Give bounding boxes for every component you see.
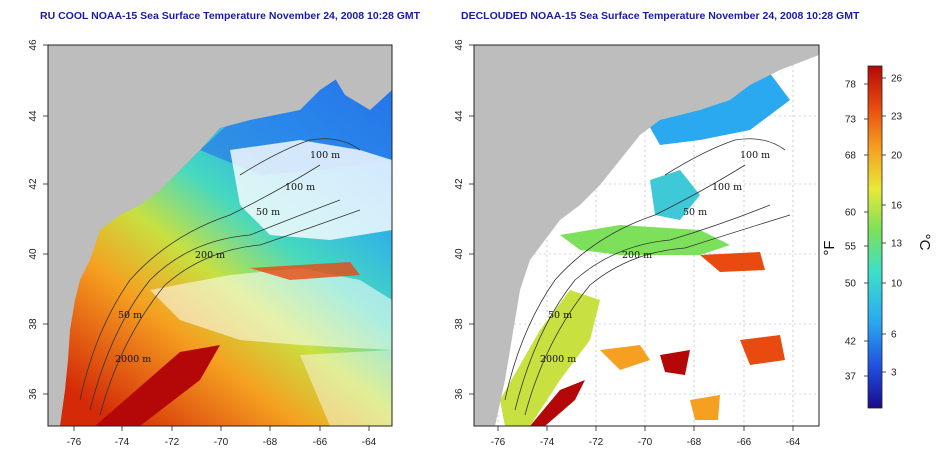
lat-tick-label: 40: [454, 248, 465, 260]
lon-tick-label: -66: [313, 437, 328, 448]
left-land-mass: [48, 45, 392, 426]
fahrenheit-tick-label: 50: [845, 279, 857, 290]
lon-tick-label: -66: [737, 437, 752, 448]
lon-tick-label: -76: [491, 437, 506, 448]
lat-tick-label: 46: [454, 39, 465, 51]
right-contour-label: 2000 m: [540, 354, 576, 365]
left-map-frame: [47, 44, 393, 427]
celsius-tick-label: 3: [891, 368, 897, 379]
lat-tick-label: 42: [28, 178, 39, 190]
right-map-panel: 100 m 100 m 50 m 200 m 50 m 2000 m -76 -7…: [454, 39, 820, 448]
lon-tick-label: -76: [67, 437, 82, 448]
left-gulf-stream: [95, 345, 220, 426]
lon-tick-label: -72: [165, 437, 180, 448]
celsius-tick-label: 23: [891, 112, 903, 123]
lon-tick-label: -74: [115, 437, 130, 448]
fahrenheit-tick-label: 78: [845, 80, 857, 91]
fahrenheit-unit-label: °F: [821, 240, 838, 255]
left-contour-label: 2000 m: [115, 354, 151, 365]
left-cloud-patch: [150, 268, 392, 350]
lon-tick-label: -74: [540, 437, 555, 448]
lat-tick-label: 38: [28, 318, 39, 330]
left-contour-label: 100 m: [310, 150, 340, 161]
right-contour-label: 100 m: [740, 150, 770, 161]
lat-tick-label: 36: [28, 388, 39, 400]
celsius-tick-label: 26: [891, 74, 903, 85]
fahrenheit-tick-label: 68: [845, 151, 857, 162]
colorbar-gradient: [867, 65, 883, 409]
fahrenheit-tick-label: 73: [845, 115, 857, 126]
fahrenheit-tick-label: 42: [845, 337, 857, 348]
lat-tick-label: 38: [454, 318, 465, 330]
left-contour-label: 100 m: [285, 182, 315, 193]
lon-tick-label: -70: [638, 437, 653, 448]
celsius-tick-label: 13: [891, 239, 903, 250]
fahrenheit-tick-label: 37: [845, 372, 857, 383]
celsius-tick-label: 10: [891, 279, 903, 290]
left-contour-label: 200 m: [195, 250, 225, 261]
lon-tick-label: -72: [589, 437, 604, 448]
lat-tick-label: 46: [28, 39, 39, 51]
left-contour-200m: [89, 199, 341, 411]
celsius-tick-label: 16: [891, 201, 903, 212]
left-contour-label: 50 m: [256, 207, 280, 218]
lon-tick-label: -68: [687, 437, 702, 448]
sst-colorbar: 78 73 68 60 55 50 42 37 26 23 20 16 13 10 6 3 °F °C: [821, 65, 933, 409]
left-cloud-patch: [230, 140, 392, 240]
celsius-tick-label: 20: [891, 151, 903, 162]
lon-tick-label: -68: [263, 437, 278, 448]
lat-tick-label: 40: [28, 248, 39, 260]
celsius-tick-label: 6: [891, 330, 897, 341]
celsius-unit-label: °C: [916, 234, 933, 251]
lat-tick-label: 44: [28, 110, 39, 122]
lat-tick-label: 44: [454, 110, 465, 122]
lat-tick-label: 36: [454, 388, 465, 400]
right-contour-200m: [514, 204, 771, 411]
right-contour-label: 100 m: [712, 182, 742, 193]
left-map-panel: 100 m 100 m 50 m 200 m 50 m 2000 m -76 -7…: [28, 39, 393, 448]
left-panel-title: RU COOL NOAA-15 Sea Surface Temperature …: [40, 10, 421, 22]
right-contour-label: 50 m: [548, 310, 572, 321]
fahrenheit-tick-label: 60: [845, 208, 857, 219]
fahrenheit-tick-label: 55: [845, 242, 857, 253]
right-map-frame: [473, 44, 820, 427]
lon-tick-label: -64: [786, 437, 801, 448]
lon-tick-label: -64: [362, 437, 377, 448]
lat-tick-label: 42: [454, 178, 465, 190]
lon-tick-label: -70: [214, 437, 229, 448]
right-land-mass: [474, 45, 819, 426]
left-contour-label: 50 m: [118, 310, 142, 321]
right-panel-title: DECLOUDED NOAA-15 Sea Surface Temperatur…: [461, 10, 860, 22]
right-contour-label: 50 m: [683, 207, 707, 218]
right-contour-label: 200 m: [622, 250, 652, 261]
